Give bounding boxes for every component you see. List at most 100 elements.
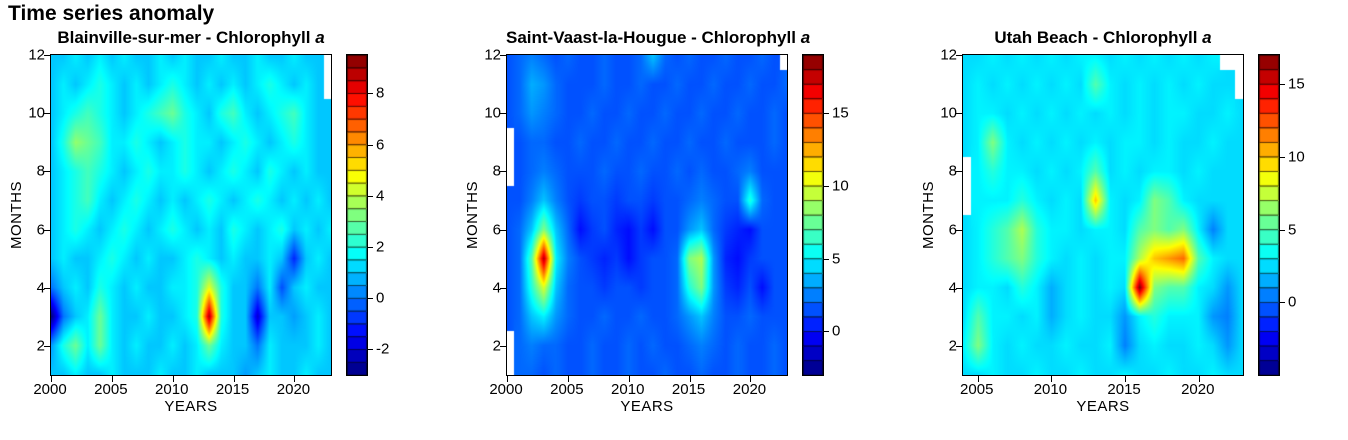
x-tick-mark [294,376,296,382]
colorbar-tick-mark [368,195,373,197]
x-axis-ticks: 2005 2010 2015 2020 [960,376,1244,398]
colorbar-canvas [346,54,368,376]
y-tick-label: 12 [484,46,501,64]
y-axis-ticks: 2 4 6 8 10 12 [480,47,506,376]
colorbar-tick-mark [824,331,829,333]
colorbar-tick-label: 15 [832,104,849,122]
x-tick-mark [233,376,235,382]
y-tick-label: 8 [492,162,501,180]
x-tick-label: 2005 [94,381,128,398]
y-tick-label: 6 [492,221,501,239]
colorbar-tick-label: 10 [832,177,849,195]
y-axis-label: MONTHS [919,181,937,249]
colorbar-tick-label: 5 [1288,221,1297,239]
x-tick-mark [628,376,630,382]
y-tick-label: 8 [948,162,957,180]
heatmap-canvas [507,55,787,375]
x-tick-mark [1198,376,1200,382]
chart-panel-saint-vaast: Saint-Vaast-la-Hougue - Chlorophyll a MO… [464,28,868,415]
x-tick-label: 2000 [489,381,523,398]
colorbar-tick-mark [368,93,373,95]
chart-title: Blainville-sur-mer - Chlorophyll a [50,28,332,54]
x-tick-label: 2020 [1181,381,1215,398]
x-tick-mark [567,376,569,382]
colorbar-tick-label: 0 [1288,293,1297,311]
colorbar-tick-mark [368,349,373,351]
colorbar-tick-mark [368,298,373,300]
y-tick-label: 6 [948,221,957,239]
colorbar-tick-label: 4 [376,187,385,205]
x-tick-mark [172,376,174,382]
colorbar-tick-mark [1280,302,1285,304]
colorbar-canvas [1258,54,1280,376]
y-tick-mark [44,171,50,173]
y-axis-label: MONTHS [463,181,481,249]
y-tick-label: 4 [36,279,45,297]
chart-title-text: Saint-Vaast-la-Hougue - Chlorophyll [506,28,796,47]
x-tick-label: 2015 [215,381,250,398]
chart-panels: Blainville-sur-mer - Chlorophyll a MONTH… [8,28,1324,415]
x-tick-mark [51,376,52,382]
colorbar-tick-label: 5 [832,250,841,268]
chart-title: Utah Beach - Chlorophyll a [962,28,1244,54]
x-axis-ticks: 2000 2005 2010 2015 2020 [489,376,788,398]
x-tick-label: 2020 [276,381,311,398]
colorbar-tick-label: 8 [376,84,385,102]
x-tick-label: 2010 [155,381,189,398]
heatmap-plot [956,54,1244,382]
x-tick-label: 2005 [550,381,584,398]
colorbar-tick-mark [1280,229,1285,231]
colorbar-tick-label: 2 [376,238,385,256]
colorbar-canvas [802,54,824,376]
x-tick-mark [1051,376,1053,382]
y-tick-label: 4 [948,279,957,297]
colorbar-tick-label: -2 [376,340,390,358]
chart-title-italic: a [800,28,811,47]
x-tick-label: 2010 [1033,381,1068,398]
chart-panel-utah-beach: Utah Beach - Chlorophyll a MONTHS 2 4 6 8 10… [920,28,1324,415]
y-tick-mark [500,229,506,231]
y-tick-mark [44,229,50,231]
chart-title-italic: a [1202,28,1212,47]
y-tick-mark [500,171,506,173]
y-tick-mark [956,171,962,173]
colorbar-tick-mark [1280,156,1285,158]
colorbar: 0 5 10 15 [802,54,868,376]
x-tick-label: 2005 [960,381,994,398]
y-tick-label: 10 [940,104,957,122]
colorbar-tick-label: 6 [376,136,385,154]
y-tick-mark [44,287,50,289]
y-tick-mark [956,345,962,347]
y-tick-mark [500,287,506,289]
colorbar-tick-label: 10 [1288,148,1305,166]
heatmap-plot [500,54,788,382]
x-tick-mark [507,376,508,382]
heatmap-plot [44,54,332,382]
figure-title: Time series anomaly [8,2,215,25]
y-tick-label: 2 [36,337,45,355]
y-tick-mark [44,345,50,347]
y-tick-mark [44,55,50,56]
colorbar: -2 0 2 4 6 8 [346,54,412,376]
y-axis-ticks: 2 4 6 8 10 12 [936,47,962,376]
heatmap-canvas [51,55,331,375]
y-axis-ticks: 2 4 6 8 10 12 [24,47,50,376]
chart-title-italic: a [315,28,325,47]
y-tick-label: 10 [28,104,45,122]
x-tick-label: 2000 [33,381,67,398]
x-tick-mark [689,376,691,382]
y-tick-mark [44,113,50,115]
x-axis-label: YEARS [164,398,218,415]
colorbar-tick-label: 0 [376,289,385,307]
y-tick-mark [500,55,506,56]
y-tick-mark [500,345,506,347]
chart-title-text: Utah Beach - Chlorophyll [994,28,1198,47]
y-tick-label: 6 [36,221,45,239]
colorbar-tick-mark [1280,84,1285,86]
colorbar-tick-label: 15 [1288,75,1305,93]
x-axis-label: YEARS [620,398,674,415]
x-tick-label: 2020 [732,381,767,398]
y-axis-label: MONTHS [7,181,25,249]
y-tick-label: 10 [484,104,501,122]
y-tick-label: 4 [492,279,501,297]
